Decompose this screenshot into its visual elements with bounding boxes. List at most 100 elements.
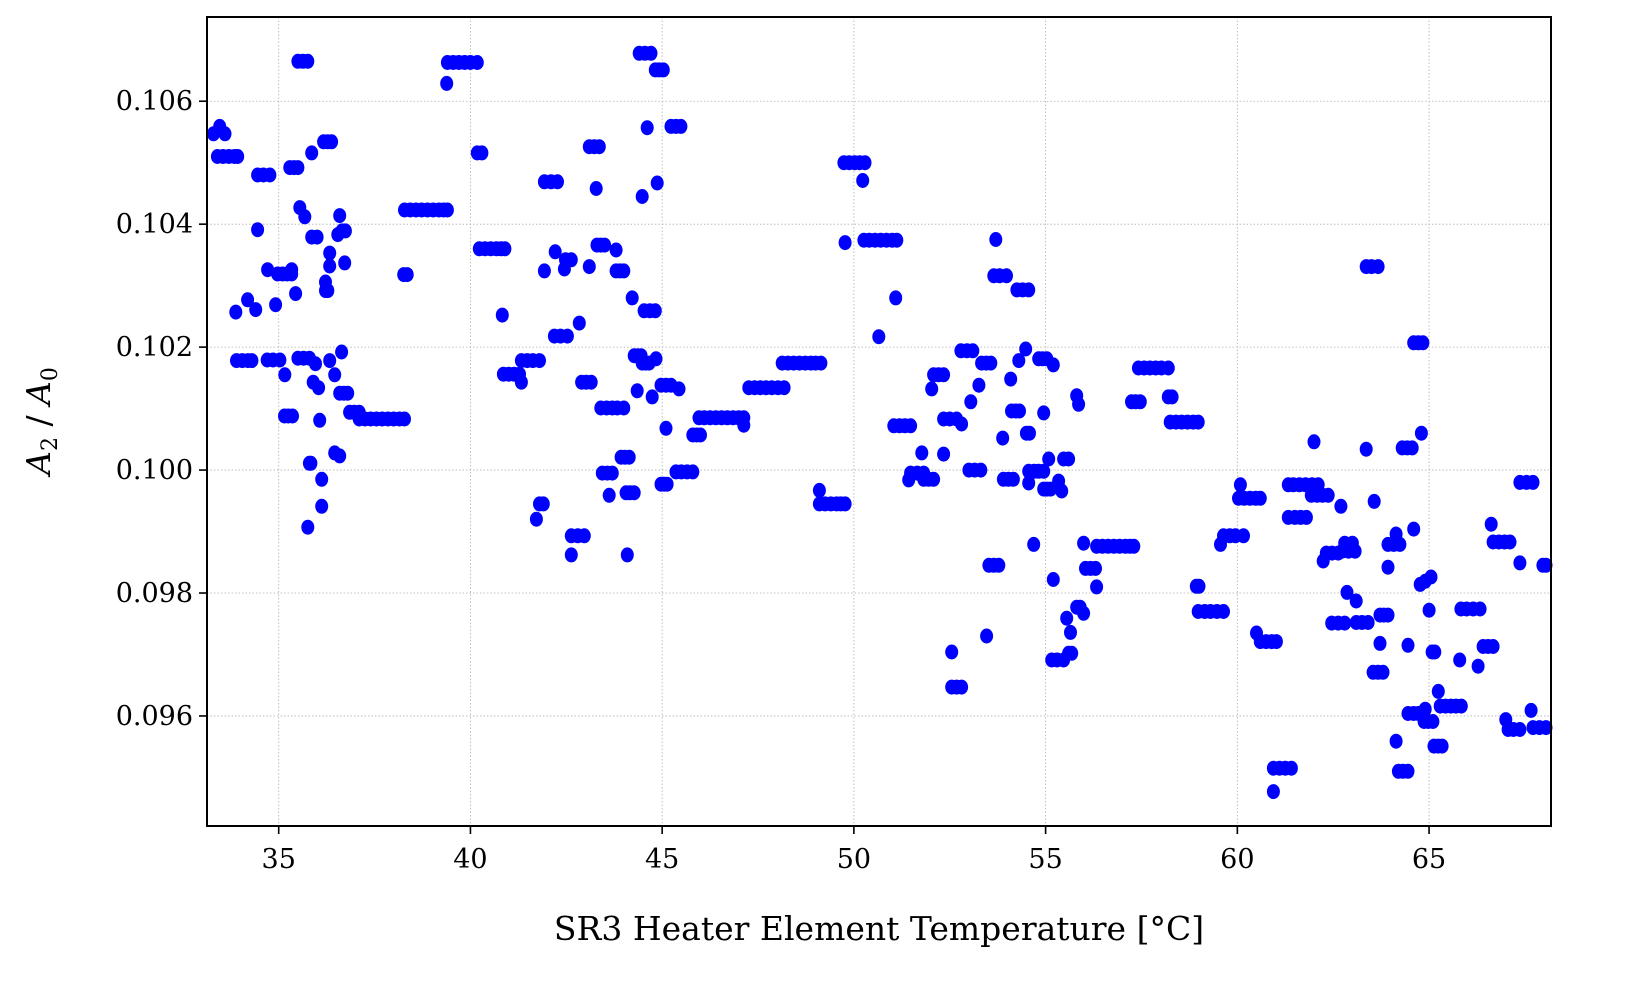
- data-point: [312, 380, 326, 396]
- data-point: [650, 175, 664, 191]
- data-point: [1027, 536, 1041, 552]
- data-point: [218, 126, 232, 142]
- data-point: [1381, 607, 1395, 623]
- data-point: [273, 352, 287, 368]
- y-tick-label: 0.096: [116, 701, 193, 732]
- data-point: [1217, 604, 1230, 619]
- data-point: [1389, 526, 1403, 542]
- data-point: [889, 290, 903, 306]
- y-axis-ticks: 0.096 0.098 0.100 0.102 0.104 0.106: [116, 86, 207, 732]
- data-point: [812, 482, 826, 498]
- data-point: [659, 420, 673, 436]
- data-point: [559, 252, 572, 268]
- data-point: [890, 232, 904, 248]
- data-point: [1334, 498, 1348, 514]
- data-point: [1269, 634, 1283, 650]
- data-point: [838, 235, 852, 251]
- data-point: [584, 374, 598, 390]
- data-point: [1486, 639, 1500, 654]
- data-point: [440, 75, 454, 91]
- data-point: [609, 242, 623, 258]
- data-point: [1361, 615, 1375, 630]
- data-point: [989, 232, 1003, 247]
- data-point: [625, 290, 639, 306]
- data-point: [338, 255, 352, 271]
- data-point: [1345, 535, 1359, 551]
- data-point: [305, 145, 319, 161]
- data-point: [1073, 599, 1087, 615]
- data-point: [1484, 516, 1498, 532]
- data-point: [1424, 569, 1438, 585]
- data-point: [1389, 733, 1403, 749]
- data-point: [1453, 652, 1467, 668]
- data-point: [1539, 557, 1553, 573]
- data-point: [440, 202, 454, 218]
- data-point: [627, 485, 641, 501]
- data-point: [335, 344, 349, 360]
- data-point: [1299, 509, 1313, 525]
- data-point: [1000, 268, 1013, 284]
- x-tick-label: 55: [1028, 844, 1062, 875]
- data-point: [495, 307, 509, 323]
- data-point: [291, 160, 305, 176]
- data-point: [1513, 722, 1527, 737]
- data-point: [514, 374, 528, 390]
- data-point: [533, 353, 546, 369]
- data-point: [955, 679, 969, 695]
- data-point: [1359, 441, 1373, 457]
- data-point: [315, 471, 329, 487]
- data-point: [672, 381, 686, 397]
- x-tick-label: 50: [837, 844, 871, 875]
- data-point: [1072, 396, 1086, 412]
- data-point: [1349, 593, 1363, 609]
- y-label-b: A: [19, 381, 58, 408]
- data-point: [577, 528, 591, 544]
- data-point: [1060, 610, 1074, 626]
- data-point: [1037, 463, 1051, 479]
- data-point: [304, 455, 318, 471]
- data-point: [674, 118, 688, 134]
- data-point: [1338, 615, 1352, 631]
- data-point: [1012, 353, 1026, 369]
- data-point: [335, 223, 349, 239]
- x-axis-label: SR3 Heater Element Temperature [°C]: [554, 909, 1204, 948]
- data-point: [323, 353, 337, 369]
- data-point: [1161, 360, 1175, 376]
- data-point: [1367, 493, 1381, 509]
- data-point: [231, 149, 245, 164]
- data-point: [1373, 635, 1387, 651]
- data-point: [325, 134, 339, 150]
- data-point: [261, 262, 275, 278]
- data-point: [656, 62, 670, 78]
- data-point: [1253, 490, 1267, 506]
- data-point: [572, 315, 586, 331]
- data-point: [984, 355, 998, 371]
- data-point: [286, 408, 299, 424]
- data-point: [622, 449, 636, 465]
- data-point: [564, 547, 578, 563]
- data-point: [1414, 425, 1428, 441]
- y-tick-label: 0.102: [116, 332, 193, 363]
- data-point: [263, 167, 277, 183]
- data-point: [1266, 784, 1280, 800]
- data-point: [915, 445, 929, 461]
- data-point: [1133, 394, 1147, 410]
- data-point: [648, 303, 662, 319]
- data-point: [323, 245, 337, 261]
- data-point: [737, 417, 751, 433]
- data-point: [856, 173, 870, 188]
- data-point: [1524, 702, 1538, 718]
- data-point: [241, 292, 255, 308]
- data-point: [269, 297, 283, 313]
- data-point: [323, 258, 337, 274]
- data-point: [937, 367, 951, 383]
- data-point: [694, 427, 707, 443]
- data-point: [945, 644, 959, 660]
- data-point: [315, 498, 329, 514]
- data-point: [475, 145, 489, 161]
- data-point: [337, 385, 351, 401]
- data-point: [660, 476, 674, 492]
- data-point: [686, 464, 700, 480]
- data-point: [1526, 474, 1540, 490]
- data-point: [927, 471, 941, 487]
